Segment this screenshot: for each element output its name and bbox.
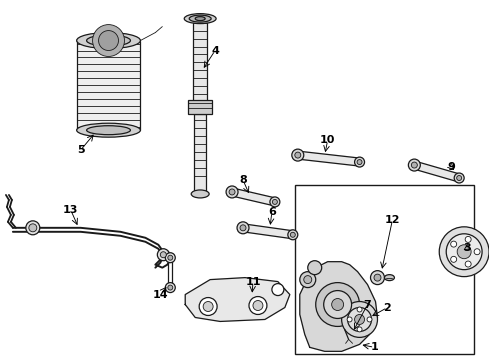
Ellipse shape (87, 126, 130, 135)
Circle shape (203, 302, 213, 311)
Circle shape (29, 224, 37, 232)
Bar (194, 114, 206, 194)
Circle shape (295, 152, 301, 158)
Circle shape (439, 227, 489, 276)
Circle shape (168, 255, 173, 260)
Text: 1: 1 (370, 342, 378, 352)
Text: 12: 12 (385, 215, 400, 225)
Circle shape (451, 241, 457, 247)
Bar (188, 100, 212, 114)
Ellipse shape (184, 14, 216, 24)
Text: 8: 8 (239, 175, 247, 185)
Circle shape (347, 307, 371, 332)
Circle shape (165, 253, 175, 263)
Circle shape (355, 157, 365, 167)
Circle shape (367, 317, 372, 322)
Polygon shape (300, 262, 377, 351)
Circle shape (465, 237, 471, 242)
Circle shape (226, 186, 238, 198)
Text: 13: 13 (63, 205, 78, 215)
Ellipse shape (385, 275, 394, 280)
Circle shape (357, 159, 362, 165)
Ellipse shape (76, 123, 141, 137)
Circle shape (288, 230, 298, 240)
Circle shape (237, 222, 249, 234)
Circle shape (412, 162, 417, 168)
Text: 10: 10 (320, 135, 335, 145)
Circle shape (454, 173, 464, 183)
Circle shape (457, 176, 462, 180)
Text: 3: 3 (464, 243, 471, 253)
Circle shape (347, 317, 352, 322)
Circle shape (253, 301, 263, 310)
Circle shape (272, 199, 277, 204)
Polygon shape (231, 188, 276, 206)
Text: 11: 11 (245, 276, 261, 287)
Circle shape (465, 261, 471, 267)
Ellipse shape (195, 17, 205, 21)
Circle shape (370, 271, 385, 285)
Circle shape (304, 276, 312, 284)
Bar (193, 19, 207, 108)
Circle shape (272, 284, 284, 296)
Polygon shape (297, 151, 360, 166)
Polygon shape (243, 224, 294, 239)
Circle shape (240, 225, 246, 231)
Circle shape (342, 302, 377, 337)
Text: 5: 5 (77, 145, 84, 155)
Ellipse shape (191, 190, 209, 198)
Text: 9: 9 (447, 162, 455, 172)
Circle shape (451, 256, 457, 262)
Circle shape (457, 245, 471, 259)
Circle shape (26, 221, 40, 235)
Text: 7: 7 (364, 300, 371, 310)
Circle shape (332, 298, 343, 310)
Text: 14: 14 (152, 289, 168, 300)
Ellipse shape (189, 15, 211, 22)
Bar (76, 41, 141, 130)
Text: 2: 2 (384, 302, 392, 312)
Circle shape (474, 249, 480, 255)
Circle shape (165, 283, 175, 293)
Circle shape (249, 297, 267, 315)
Circle shape (355, 315, 365, 324)
Circle shape (290, 232, 295, 237)
Circle shape (316, 283, 360, 327)
Ellipse shape (76, 32, 141, 49)
Circle shape (93, 24, 124, 57)
Circle shape (300, 272, 316, 288)
Circle shape (160, 252, 166, 258)
Text: 6: 6 (268, 207, 276, 217)
Circle shape (374, 274, 381, 281)
Circle shape (98, 31, 119, 50)
Circle shape (408, 159, 420, 171)
Circle shape (324, 291, 352, 319)
Circle shape (357, 327, 362, 332)
Bar (295, 185, 474, 354)
Ellipse shape (87, 35, 130, 46)
Circle shape (292, 149, 304, 161)
Polygon shape (185, 278, 290, 321)
Circle shape (308, 261, 322, 275)
Circle shape (446, 234, 482, 270)
Circle shape (157, 249, 169, 261)
Circle shape (168, 285, 173, 290)
Polygon shape (413, 161, 460, 182)
Circle shape (199, 298, 217, 315)
Text: 4: 4 (211, 45, 219, 55)
Circle shape (357, 307, 362, 312)
Circle shape (270, 197, 280, 207)
Circle shape (229, 189, 235, 195)
